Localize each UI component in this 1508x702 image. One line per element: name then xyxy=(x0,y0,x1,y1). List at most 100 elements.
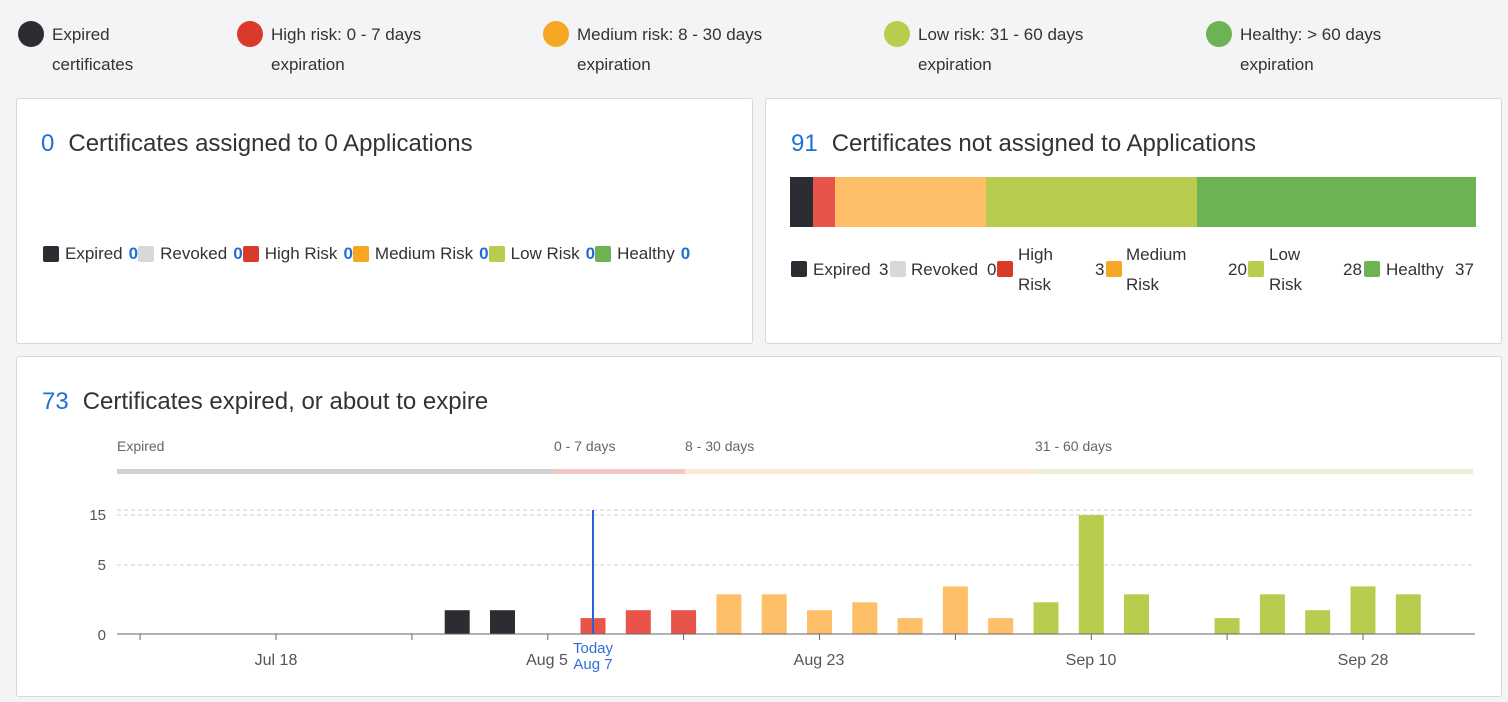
chart-bar[interactable] xyxy=(444,610,470,634)
legend-label: Low Risk xyxy=(1269,245,1303,294)
legend-value[interactable]: 28 xyxy=(1343,260,1362,279)
x-tick-label: Aug 5 xyxy=(526,652,568,669)
legend-label: High Risk xyxy=(264,244,338,263)
bar-series[interactable] xyxy=(444,515,1421,634)
band-strip-low xyxy=(1035,469,1473,474)
legend-label: High Risk xyxy=(1018,245,1053,294)
assigned-certificates-card[interactable] xyxy=(16,98,753,344)
chart-bar[interactable] xyxy=(1124,594,1149,634)
legend-expired-sublabel: certificates xyxy=(52,55,134,74)
expired-swatch-icon xyxy=(791,261,807,277)
chart-bar[interactable] xyxy=(1214,618,1240,634)
chart-bar[interactable] xyxy=(1259,594,1285,634)
y-tick-label: 0 xyxy=(98,627,106,644)
assigned-title-text: Certificates assigned to 0 Applications xyxy=(68,130,473,157)
chart-bar[interactable] xyxy=(716,594,742,634)
assigned-card-title: 0 Certificates assigned to 0 Applications xyxy=(41,130,473,158)
assigned-legend: Expired 0 Revoked 0 High Risk 0 Medium R… xyxy=(43,244,690,264)
chart-bar[interactable] xyxy=(671,610,697,634)
chart-bar[interactable] xyxy=(897,618,923,634)
legend-value[interactable]: 0 xyxy=(233,244,243,263)
legend-medium-risk: Medium risk: 8 - 30 days expiration xyxy=(543,20,762,80)
legend-value[interactable]: 0 xyxy=(987,260,997,279)
risk-legend: Expired certificates High risk: 0 - 7 day… xyxy=(0,0,1508,96)
legend-label: Revoked xyxy=(160,244,228,263)
band-label-medium: 8 - 30 days xyxy=(685,438,754,454)
legend-value[interactable]: 0 xyxy=(585,244,596,263)
legend-value[interactable]: 0 xyxy=(680,244,691,263)
medium-risk-swatch-icon xyxy=(1106,261,1122,277)
healthy-swatch-icon xyxy=(1364,261,1380,277)
expiry-chart-card xyxy=(16,356,1502,697)
band-label-low: 31 - 60 days xyxy=(1035,438,1112,454)
chart-bar[interactable] xyxy=(942,586,968,634)
legend-value[interactable]: 20 xyxy=(1228,260,1247,279)
legend-healthy-label: Healthy: > 60 days xyxy=(1240,25,1382,44)
chart-bar[interactable] xyxy=(852,602,878,634)
chart-bar[interactable] xyxy=(988,618,1014,634)
band-label-expired: Expired xyxy=(117,438,164,454)
stack-segment-high-risk[interactable] xyxy=(812,177,836,227)
stack-segment-expired[interactable] xyxy=(790,177,813,227)
legend-label: Expired xyxy=(65,244,123,263)
stack-segment-low-risk[interactable] xyxy=(985,177,1198,227)
legend-value[interactable]: 0 xyxy=(343,244,353,263)
band-strip-expired xyxy=(117,469,554,474)
healthy-dot-icon xyxy=(1206,21,1232,47)
legend-label: Medium Risk xyxy=(1126,245,1187,294)
chart-bar[interactable] xyxy=(1350,586,1376,634)
high-risk-dot-icon xyxy=(237,21,263,47)
stack-segment-medium-risk[interactable] xyxy=(835,177,986,227)
legend-value[interactable]: 0 xyxy=(128,244,139,263)
unassigned-title-text: Certificates not assigned to Application… xyxy=(831,130,1256,157)
legend-low-risk: Low risk: 31 - 60 days expiration xyxy=(884,20,1083,80)
legend-value[interactable]: 0 xyxy=(479,244,489,263)
legend-medium-risk-label: Medium risk: 8 - 30 days xyxy=(577,25,763,44)
today-date: Aug 7 xyxy=(573,656,612,673)
chart-bar[interactable] xyxy=(1033,602,1059,634)
legend-label: Medium Risk xyxy=(374,244,474,263)
low-risk-swatch-icon xyxy=(1248,261,1264,277)
legend-label: Healthy xyxy=(617,244,675,263)
x-axis-minor-ticks xyxy=(139,634,1364,640)
legend-high-risk: High risk: 0 - 7 days expiration xyxy=(237,20,421,80)
unassigned-count[interactable]: 91 xyxy=(791,130,818,157)
medium-risk-swatch-icon xyxy=(352,246,369,262)
unassigned-card-title: 91 Certificates not assigned to Applicati… xyxy=(791,130,1256,158)
high-risk-swatch-icon xyxy=(997,261,1013,277)
expiry-card-title: 73 Certificates expired, or about to expi… xyxy=(42,388,488,416)
chart-bar[interactable] xyxy=(490,610,515,634)
legend-label: Low Risk xyxy=(510,244,580,263)
legend-low-risk-sublabel: expiration xyxy=(918,55,992,74)
legend-value[interactable]: 3 xyxy=(1095,260,1105,279)
revoked-swatch-icon xyxy=(138,246,155,262)
band-label-high: 0 - 7 days xyxy=(554,438,615,454)
expired-dot-icon xyxy=(18,21,44,47)
unassigned-stacked-bar[interactable] xyxy=(790,177,1476,227)
chart-bar[interactable] xyxy=(761,594,787,634)
legend-value[interactable]: 37 xyxy=(1455,260,1474,279)
today-label: Today xyxy=(573,640,614,657)
legend-value[interactable]: 3 xyxy=(879,260,889,279)
stack-segment-healthy[interactable] xyxy=(1197,177,1476,227)
x-tick-label: Sep 28 xyxy=(1338,652,1389,669)
revoked-swatch-icon xyxy=(890,261,906,277)
x-tick-label: Jul 18 xyxy=(255,652,298,669)
chart-bar[interactable] xyxy=(625,610,651,634)
legend-label: Expired xyxy=(813,260,871,279)
chart-bar[interactable] xyxy=(1305,610,1331,634)
healthy-swatch-icon xyxy=(595,246,612,262)
chart-bar[interactable] xyxy=(1395,594,1421,634)
low-risk-dot-icon xyxy=(884,21,910,47)
low-risk-swatch-icon xyxy=(488,246,505,262)
x-tick-label: Sep 10 xyxy=(1066,652,1117,669)
assigned-count[interactable]: 0 xyxy=(41,130,55,157)
chart-bar[interactable] xyxy=(807,610,832,634)
y-tick-label: 15 xyxy=(89,507,106,524)
expiry-title-text: Certificates expired, or about to expire xyxy=(82,388,489,415)
expiry-count[interactable]: 73 xyxy=(42,388,69,415)
x-tick-label: Aug 23 xyxy=(794,652,845,669)
legend-high-risk-sublabel: expiration xyxy=(271,55,345,74)
chart-bar[interactable] xyxy=(1078,515,1104,634)
